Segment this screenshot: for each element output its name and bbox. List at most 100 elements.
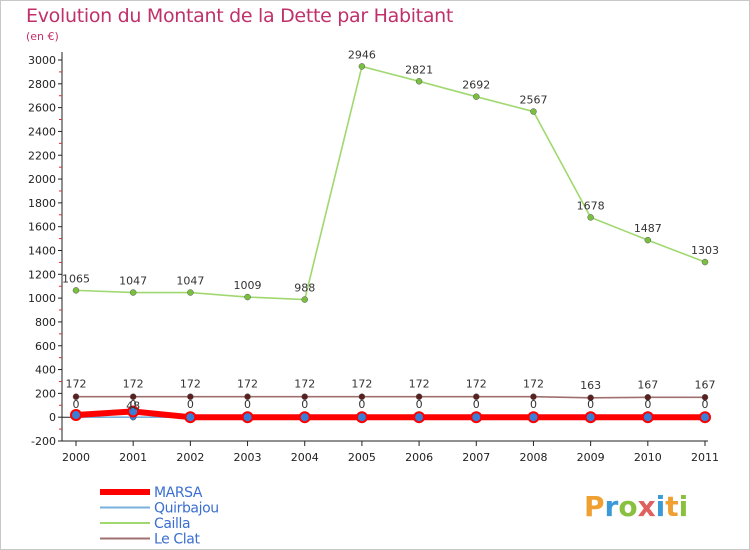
data-label: 163 — [580, 379, 601, 392]
data-point — [241, 411, 254, 424]
data-label: 1047 — [176, 275, 204, 288]
legend-label: Le Clat — [154, 532, 200, 548]
x-tick-label: 2011 — [691, 451, 719, 464]
data-point — [701, 394, 709, 401]
data-point — [244, 293, 251, 301]
legend-label: MARSA — [154, 485, 203, 501]
data-label: 0 — [473, 398, 480, 411]
data-label: 1487 — [634, 222, 662, 235]
data-label: 1678 — [577, 199, 605, 212]
x-tick-label: 2000 — [62, 451, 90, 464]
data-label: 2567 — [519, 94, 547, 107]
logo-letter: x — [637, 490, 656, 523]
data-point — [129, 393, 137, 400]
x-tick-label: 2010 — [634, 451, 662, 464]
data-point — [301, 393, 308, 400]
x-tick-label: 2004 — [291, 451, 319, 464]
legend-label: Quirbajou — [154, 501, 219, 517]
data-point — [644, 236, 652, 244]
x-tick-label: 2003 — [234, 451, 262, 464]
data-point — [298, 411, 311, 424]
data-point — [584, 411, 597, 424]
data-point — [530, 108, 537, 115]
data-label: 0 — [130, 398, 137, 411]
logo-letter: i — [655, 490, 666, 523]
data-point — [527, 411, 540, 424]
logo-letter: r — [604, 490, 619, 523]
data-label: 48 — [126, 399, 140, 412]
data-label: 0 — [644, 398, 651, 411]
x-tick-label: 2007 — [462, 451, 490, 464]
data-label: 0 — [702, 398, 709, 411]
y-tick-label: 800 — [35, 316, 56, 329]
y-tick-label: 2600 — [28, 102, 56, 115]
data-point — [699, 411, 711, 424]
y-tick-label: -200 — [31, 435, 56, 448]
y-tick-label: 1200 — [28, 268, 56, 281]
data-point — [72, 393, 80, 400]
data-label: 172 — [466, 378, 487, 391]
y-tick-label: 2800 — [28, 78, 56, 91]
data-label: 172 — [351, 378, 372, 391]
data-label: 2692 — [462, 79, 490, 92]
data-point — [127, 405, 140, 418]
data-point — [358, 393, 366, 400]
data-point — [415, 393, 423, 400]
data-point — [70, 409, 82, 422]
data-point — [244, 393, 251, 400]
y-tick-label: 0 — [49, 411, 56, 424]
y-tick-label: 200 — [35, 387, 56, 400]
data-point — [415, 78, 423, 85]
data-label: 0 — [416, 398, 423, 411]
y-tick-label: 2400 — [28, 125, 56, 138]
data-label: 167 — [695, 378, 716, 391]
data-point — [530, 393, 537, 400]
data-point — [473, 393, 480, 400]
data-point — [413, 411, 426, 424]
data-label: 1009 — [234, 279, 262, 292]
series-layer — [70, 63, 711, 424]
data-label: 0 — [358, 398, 365, 411]
x-tick-label: 2009 — [577, 451, 605, 464]
y-tick-label: 1600 — [28, 221, 56, 234]
x-tick-label: 2006 — [405, 451, 433, 464]
data-point — [587, 214, 594, 221]
y-tick-label: 2000 — [28, 173, 56, 186]
y-tick-label: 2200 — [28, 149, 56, 162]
y-tick-label: 3000 — [28, 54, 56, 67]
data-label: 1047 — [119, 275, 147, 288]
data-label: 0 — [301, 398, 308, 411]
data-point — [187, 289, 194, 296]
x-tick-label: 2008 — [519, 451, 547, 464]
logo-letter: i — [678, 490, 689, 523]
y-tick-label: 1400 — [28, 245, 56, 258]
y-tick-label: 1800 — [28, 197, 56, 210]
x-tick-label: 2001 — [119, 451, 147, 464]
unit-label: (en €) — [26, 30, 59, 43]
data-label: 2946 — [348, 48, 376, 61]
data-point — [358, 63, 366, 70]
data-label: 0 — [244, 398, 251, 411]
data-label: 1303 — [691, 244, 719, 257]
data-point — [641, 411, 654, 424]
data-point — [355, 411, 368, 424]
data-label: 172 — [180, 378, 201, 391]
data-label: 0 — [587, 398, 594, 411]
data-label: 172 — [523, 378, 544, 391]
chart-title: Evolution du Montant de la Dette par Hab… — [26, 5, 454, 27]
data-label: 172 — [123, 378, 144, 391]
data-label: 988 — [294, 282, 315, 295]
data-label: 172 — [409, 378, 430, 391]
series-line-cailla — [75, 65, 706, 301]
proxiti-logo: Proxiti — [584, 490, 688, 523]
data-label: 2821 — [405, 63, 433, 76]
logo-letter: o — [618, 490, 638, 523]
data-point — [701, 258, 709, 266]
data-point — [470, 411, 483, 424]
logo-letter: t — [665, 490, 679, 523]
data-point — [184, 411, 197, 424]
